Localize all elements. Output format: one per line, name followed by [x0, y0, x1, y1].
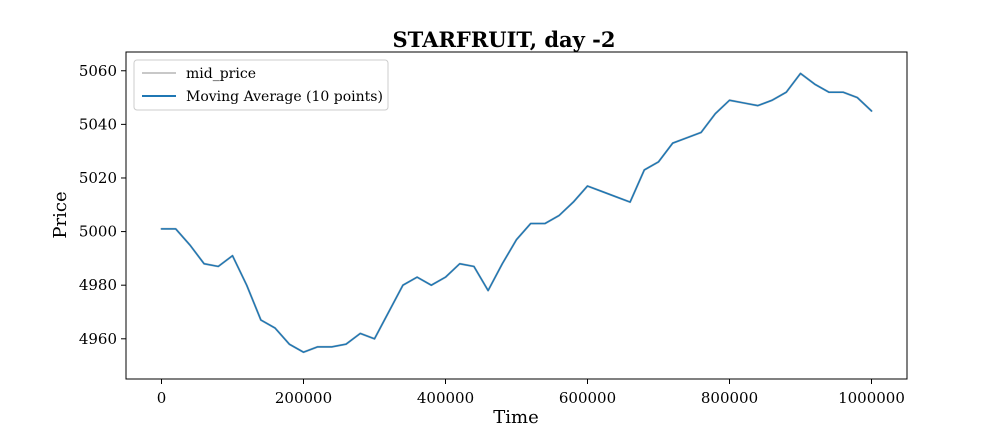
y-axis: 4960 4980 5000 5020 5040 5060	[79, 62, 126, 348]
x-tick-label: 1000000	[838, 389, 905, 407]
legend-label-moving-average: Moving Average (10 points)	[186, 89, 383, 105]
legend: mid_price Moving Average (10 points)	[133, 59, 389, 111]
legend-box	[133, 59, 389, 111]
chart-title: STARFRUIT, day -2	[393, 27, 616, 52]
series-moving-average-line	[160, 72, 873, 353]
y-tick-label: 5000	[79, 223, 117, 241]
x-axis: 0 200000 400000 600000 800000 1000000	[157, 379, 905, 407]
y-axis-label: Price	[50, 191, 71, 238]
x-axis-label: Time	[493, 407, 538, 428]
series-layer	[160, 72, 873, 354]
x-tick-label: 200000	[275, 389, 332, 407]
x-tick-label: 400000	[417, 389, 474, 407]
x-tick-label: 0	[157, 389, 167, 407]
y-tick-label: 5060	[79, 62, 117, 80]
y-tick-label: 5040	[79, 115, 117, 133]
y-tick-label: 4960	[79, 330, 117, 348]
plot-frame	[125, 51, 908, 380]
x-tick-label: 600000	[559, 389, 616, 407]
y-tick-label: 5020	[79, 169, 117, 187]
x-tick-label: 800000	[701, 389, 758, 407]
y-tick-label: 4980	[79, 276, 117, 294]
legend-label-mid-price: mid_price	[186, 66, 256, 82]
